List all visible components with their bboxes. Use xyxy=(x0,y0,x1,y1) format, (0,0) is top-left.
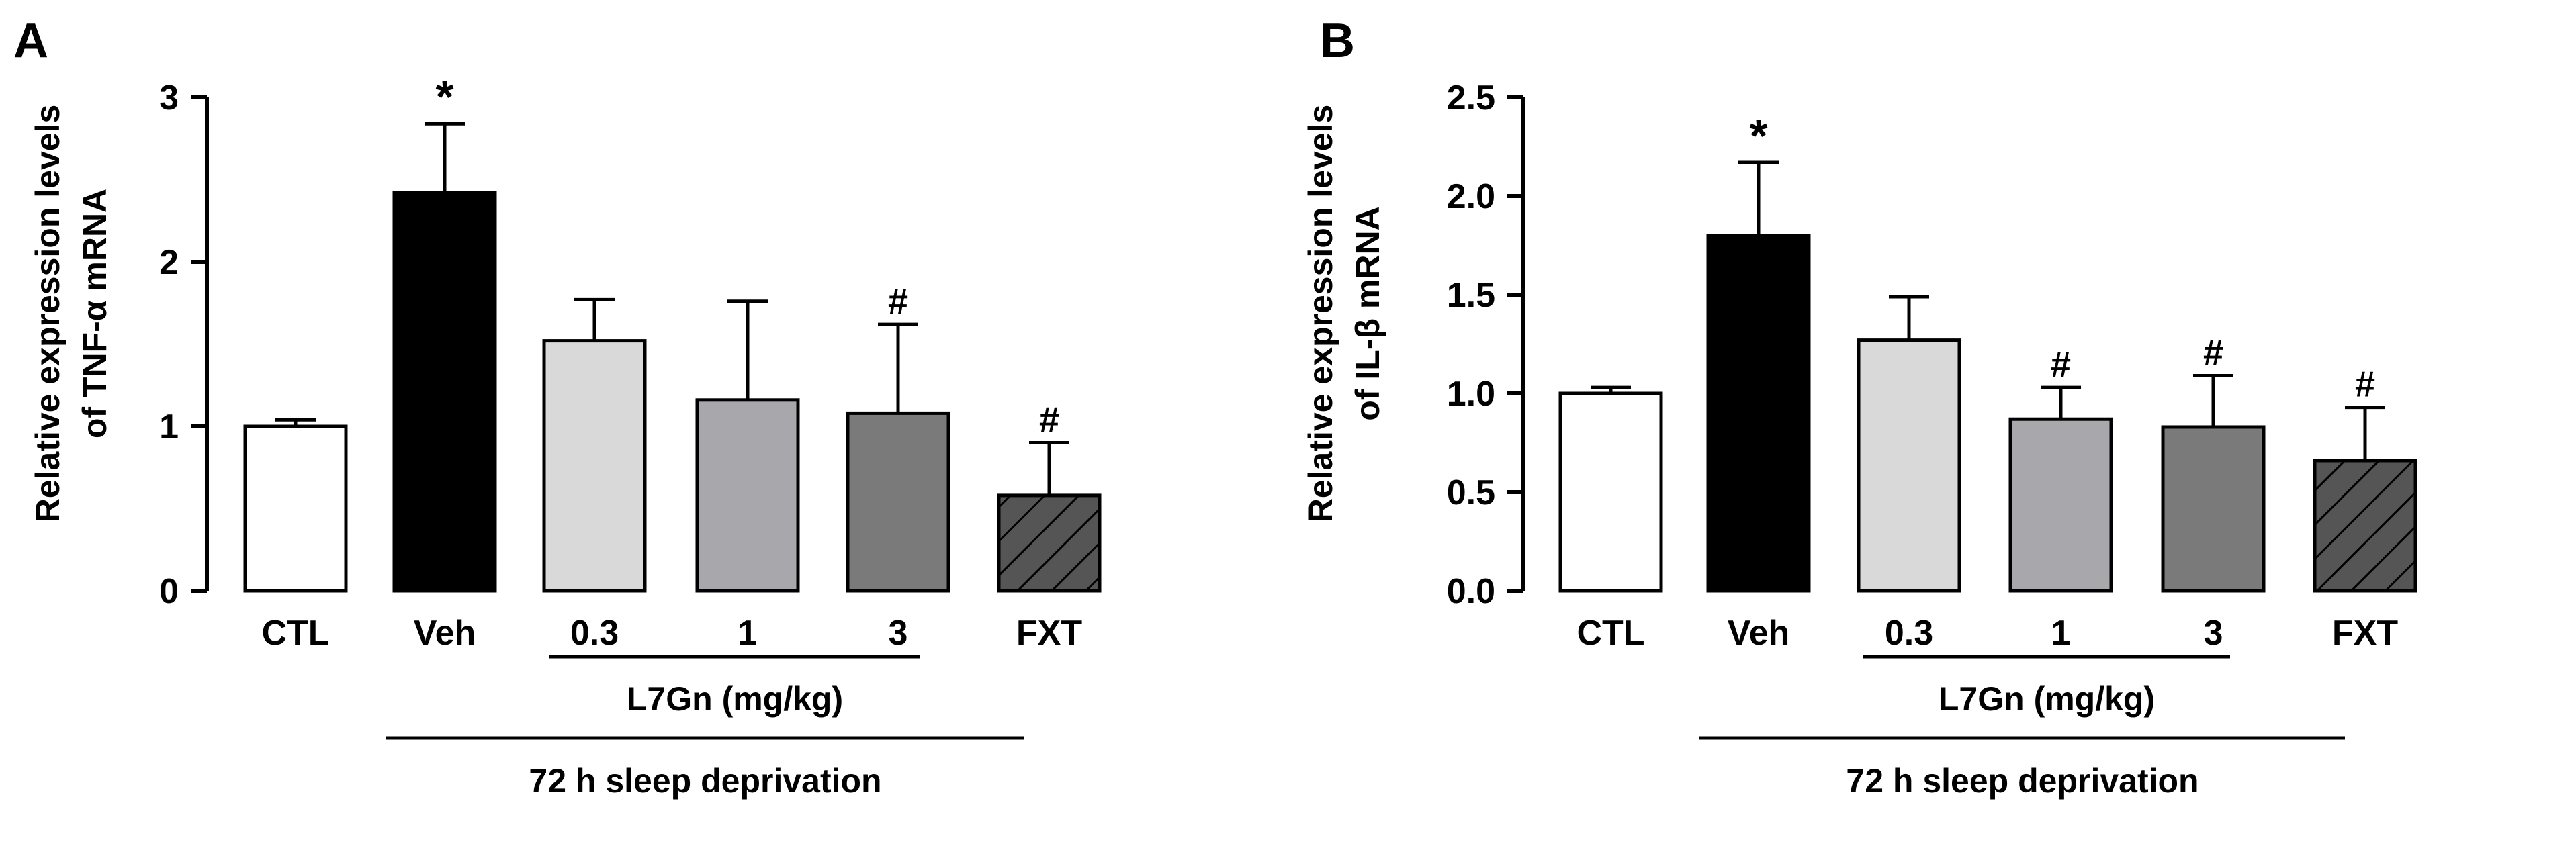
panel-a-bar xyxy=(846,411,950,593)
panel-b-bar xyxy=(2161,425,2266,593)
panel-a-y-tick-label: 0 xyxy=(159,572,179,611)
panel-b-ylabel-line2: of IL-β mRNA xyxy=(1349,206,1386,420)
panel-b-condition-label: 72 h sleep deprivation xyxy=(1846,762,2199,800)
panel-a-category-label: 3 xyxy=(889,614,908,653)
panel-b-category-label: FXT xyxy=(2332,614,2398,653)
panel-b-drug-label: L7Gn (mg/kg) xyxy=(1939,680,2155,718)
panel-b-significance-marker: * xyxy=(1749,109,1768,162)
panel-b-label: B xyxy=(1320,14,1355,68)
panel-b-ylabel-line1: Relative expression levels xyxy=(1302,105,1339,523)
panel-a-y-tick-label: 1 xyxy=(159,408,179,446)
panel-a-bar xyxy=(542,339,647,593)
panel-b-significance-marker: # xyxy=(2355,365,2375,405)
panel-a-bar xyxy=(997,493,1102,593)
panel-a-y-tick-label: 2 xyxy=(159,243,179,282)
panel-a-category-label: 1 xyxy=(738,614,758,653)
panel-b-y-tick-label: 0.5 xyxy=(1447,473,1495,512)
panel-b-category-label: 1 xyxy=(2051,614,2071,653)
panel-a-ylabel-line2: of TNF-α mRNA xyxy=(76,189,114,438)
panel-a-bar xyxy=(243,424,348,593)
panel-b-bar xyxy=(2008,417,2113,593)
panel-b-plot: 0.0 0.5 1.0 1.5 2.0 2.5 CTL * Veh 0.3 #1 #3 # FXT xyxy=(1447,79,2417,653)
panel-b-category-label: Veh xyxy=(1728,614,1790,653)
panel-b-bar xyxy=(1558,391,1663,593)
panel-a-drug-label: L7Gn (mg/kg) xyxy=(627,680,843,718)
panel-b-y-tick-label: 2.0 xyxy=(1447,177,1495,216)
panel-a-category-label: CTL xyxy=(261,614,329,653)
panel-a-y-tick-label: 3 xyxy=(159,79,179,117)
panel-b-y-tick-label: 1.5 xyxy=(1447,276,1495,315)
panel-a-significance-marker: # xyxy=(888,281,908,322)
panel-b-category-label: CTL xyxy=(1576,614,1644,653)
panel-a-significance-marker: # xyxy=(1039,400,1059,440)
panel-b: B Relative expression levels of IL-β mRN… xyxy=(1302,14,2417,800)
panel-b-y-tick-label: 2.5 xyxy=(1447,79,1495,117)
panel-b-significance-marker: # xyxy=(2051,344,2071,385)
panel-a-bar xyxy=(392,191,497,593)
panel-b-significance-marker: # xyxy=(2203,333,2223,373)
panel-b-y-tick-label: 0.0 xyxy=(1447,572,1495,611)
panel-a-bar xyxy=(695,398,800,593)
panel-a-significance-marker: * xyxy=(435,70,454,123)
panel-a-category-label: 0.3 xyxy=(570,614,619,653)
panel-b-y-tick-label: 1.0 xyxy=(1447,375,1495,414)
panel-a-category-label: Veh xyxy=(414,614,476,653)
panel-a-category-label: FXT xyxy=(1016,614,1082,653)
panel-a-label: A xyxy=(13,14,48,68)
panel-b-category-label: 3 xyxy=(2204,614,2223,653)
panel-b-category-label: 0.3 xyxy=(1885,614,1933,653)
panel-a-plot: 0 1 2 3 CTL * Veh 0.3 1 #3 # FXT xyxy=(159,70,1102,653)
panel-a: A Relative expression levels of TNF-α mR… xyxy=(13,14,1102,800)
panel-b-bar xyxy=(1857,338,1961,593)
panel-b-bar xyxy=(2313,459,2417,593)
panel-a-condition-label: 72 h sleep deprivation xyxy=(529,762,881,800)
panel-a-ylabel-line1: Relative expression levels xyxy=(29,105,66,523)
panel-b-bar xyxy=(1706,234,1811,593)
